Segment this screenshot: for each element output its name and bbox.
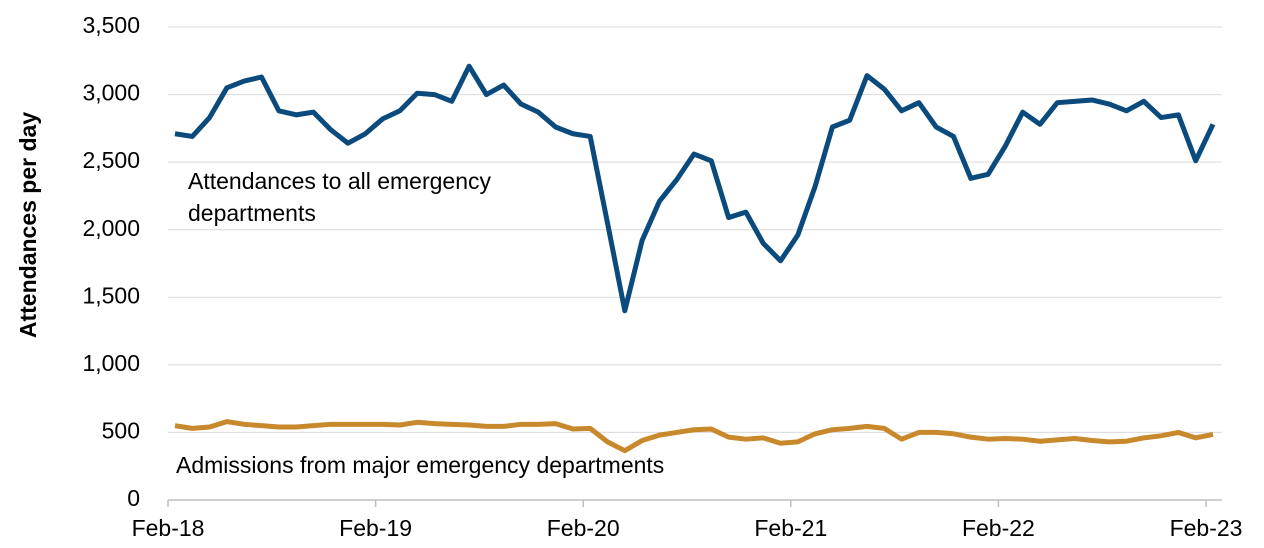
x-tick-label: Feb-18: [132, 515, 205, 541]
series-line: [174, 63, 1216, 314]
x-tick-label: Feb-23: [1170, 515, 1243, 541]
x-tick-label: Feb-22: [962, 515, 1035, 541]
y-tick-label: 2,000: [82, 215, 140, 241]
y-tick-label: 500: [102, 418, 140, 444]
y-tick-label: 3,000: [82, 80, 140, 106]
annotation: Admissions from major emergency departme…: [176, 452, 664, 478]
annotation: departments: [188, 200, 316, 226]
series-line: [174, 419, 1214, 454]
y-tick-label: 2,500: [82, 147, 140, 173]
y-tick-label: 0: [127, 485, 140, 511]
x-tick-label: Feb-19: [339, 515, 412, 541]
annotation: Attendances to all emergency: [188, 168, 492, 194]
x-tick-label: Feb-20: [547, 515, 620, 541]
x-tick-label: Feb-21: [754, 515, 827, 541]
y-tick-label: 1,500: [82, 282, 140, 308]
y-tick-label: 1,000: [82, 350, 140, 376]
y-axis-label: Attendances per day: [15, 112, 41, 338]
y-tick-label: 3,500: [82, 12, 140, 38]
